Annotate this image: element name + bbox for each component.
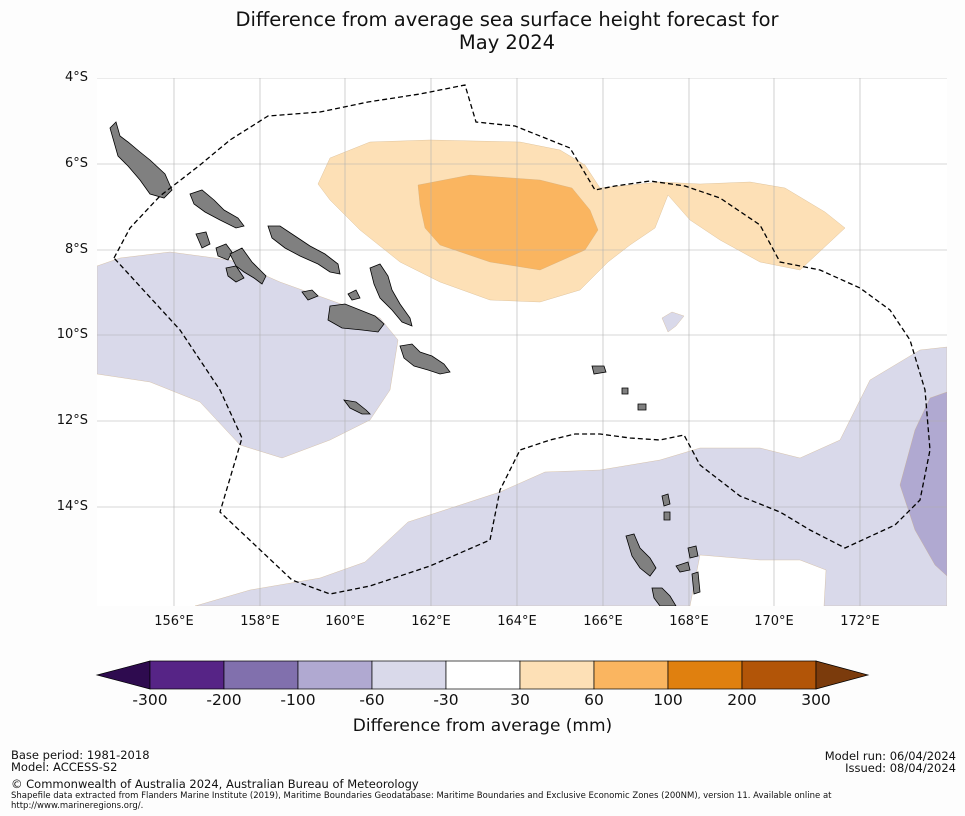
colorbar-extend-high (815, 660, 870, 690)
colorbar-tick-label: 60 (584, 691, 604, 709)
land-solomon-islands (109, 121, 647, 415)
lon-label-170e: 170°E (754, 614, 794, 629)
lat-label-8s: 8°S (64, 242, 88, 257)
lon-label-158e: 158°E (240, 614, 280, 629)
lat-label-10s: 10°S (56, 327, 88, 342)
lat-label-12s: 12°S (56, 413, 88, 428)
lat-label-4s: 4°S (64, 70, 88, 85)
lon-label-162e: 162°E (411, 614, 451, 629)
colorbar-tick-label: 300 (801, 691, 831, 709)
land-vanuatu (625, 493, 701, 606)
copyright-text: © Commonwealth of Australia 2024, Austra… (11, 777, 419, 791)
colorbar-bin-8 (667, 660, 743, 690)
colorbar (95, 660, 870, 690)
map-title: Difference from average sea surface heig… (0, 8, 965, 54)
anomaly-zone-negative-small (661, 311, 685, 333)
colorbar-bin-6 (519, 660, 595, 690)
map-area (97, 78, 947, 606)
lon-label-172e: 172°E (840, 614, 880, 629)
colorbar-bin-5 (445, 660, 521, 690)
colorbar-tick-label: -100 (280, 691, 316, 709)
lon-label-160e: 160°E (325, 614, 365, 629)
eez-boundaries (113, 84, 931, 595)
colorbar-bin-1 (149, 660, 225, 690)
colorbar-tick-label: -30 (433, 691, 459, 709)
lon-label-166e: 166°E (583, 614, 623, 629)
map-title-line1: Difference from average sea surface heig… (235, 8, 779, 31)
colorbar-title: Difference from average (mm) (352, 716, 613, 736)
colorbar-bin-4 (371, 660, 447, 690)
colorbar-bin-7 (593, 660, 669, 690)
lon-label-168e: 168°E (669, 614, 709, 629)
colorbar-tick-label: -60 (359, 691, 385, 709)
footer-run-info: Model run: 06/04/2024 Issued: 08/04/2024 (825, 750, 956, 774)
lat-label-14s: 14°S (56, 499, 88, 514)
map-title-line2: May 2024 (458, 31, 556, 54)
colorbar-tick-label: 100 (653, 691, 683, 709)
source-attribution: Shapefile data extracted from Flanders M… (11, 791, 911, 811)
gridlines (97, 78, 947, 606)
colorbar-bin-2 (223, 660, 299, 690)
colorbar-tick-label: 30 (510, 691, 530, 709)
lat-label-6s: 6°S (64, 156, 88, 171)
model-text: Model: ACCESS-S2 (11, 760, 118, 774)
colorbar-tick-label: -200 (206, 691, 242, 709)
source-link-text: http://www.marineregions.org/. (11, 801, 144, 811)
colorbar-tick-label: 200 (727, 691, 757, 709)
issued-text: Issued: 08/04/2024 (845, 761, 956, 775)
model-run-text: Model run: 06/04/2024 (824, 749, 956, 763)
colorbar-extend-low (95, 660, 151, 690)
colorbar-bin-9 (741, 660, 817, 690)
colorbar-tick-label: -300 (132, 691, 168, 709)
footer-model-info: Base period: 1981-2018 Model: ACCESS-S2 (11, 749, 150, 773)
base-period-text: Base period: 1981-2018 (11, 748, 150, 762)
lon-label-164e: 164°E (497, 614, 537, 629)
source-text: Shapefile data extracted from Flanders M… (11, 791, 832, 801)
anomaly-zone-negative-south (194, 346, 947, 606)
colorbar-bin-3 (297, 660, 373, 690)
lon-label-156e: 156°E (154, 614, 194, 629)
anomaly-zone-negative-west (97, 251, 399, 459)
